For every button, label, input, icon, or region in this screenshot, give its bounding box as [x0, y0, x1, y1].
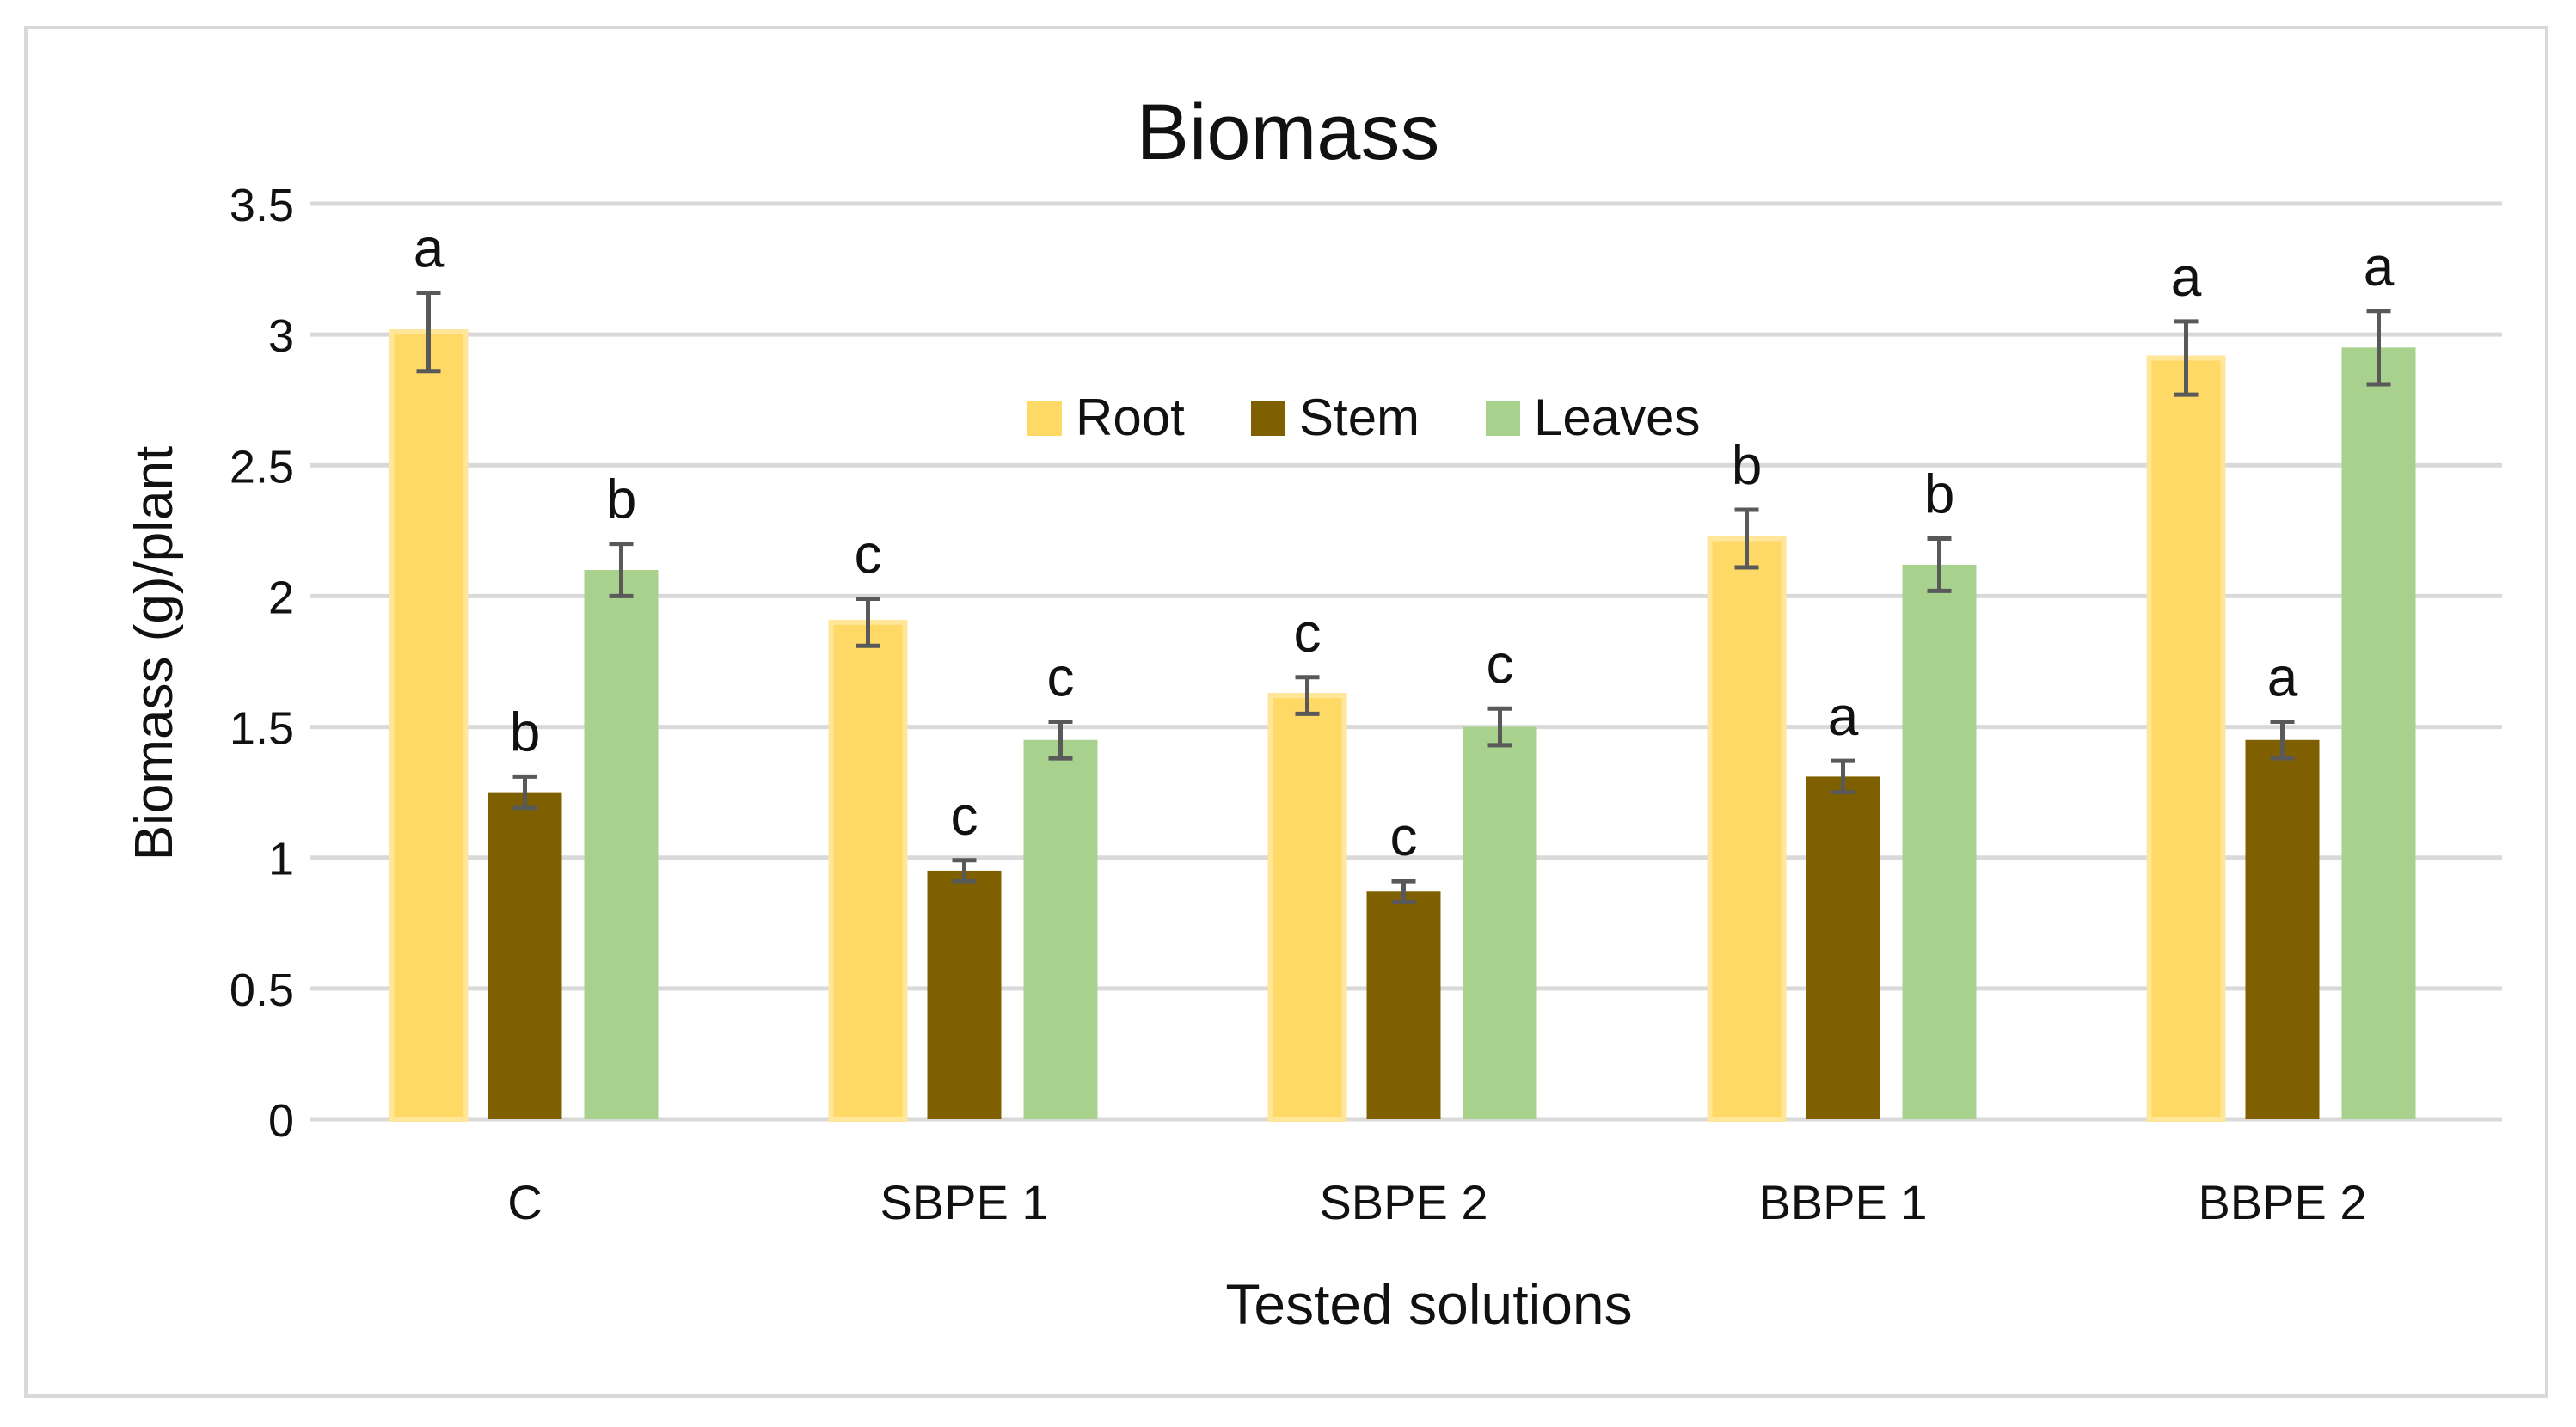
error-bar: [2366, 309, 2391, 387]
significance-letter: a: [1828, 685, 1859, 747]
bar-root: [828, 619, 908, 1122]
bar-leaves: [584, 570, 659, 1119]
significance-letter: c: [1390, 805, 1418, 867]
error-bar: [1734, 507, 1759, 570]
error-bar: [2174, 319, 2199, 397]
significance-letter: a: [414, 217, 445, 279]
y-tick-label: 0.5: [230, 965, 294, 1016]
significance-letter: b: [606, 469, 637, 530]
significance-letter: b: [510, 701, 541, 762]
significance-letter: b: [1732, 434, 1763, 496]
error-bar: [512, 774, 537, 811]
x-axis-tick-labels: C SBPE 1 SBPE 2 BBPE 1 BBPE 2: [507, 1175, 2366, 1229]
legend-swatch: [1486, 401, 1520, 436]
error-bar: [2270, 719, 2295, 761]
y-axis-tick-labels: 0 0.5 1 1.5 2 2.5 3 3.5: [230, 180, 294, 1147]
y-tick-label: 3: [268, 310, 294, 362]
legend-item-leaves: Leaves: [1486, 389, 1700, 446]
significance-letter: c: [1047, 646, 1075, 707]
x-tick-label: SBPE 2: [1319, 1175, 1487, 1229]
x-tick-label: SBPE 1: [880, 1175, 1048, 1229]
y-tick-label: 1: [268, 834, 294, 885]
significance-letters: a b b c c c c c c b a b a a a: [414, 217, 2395, 867]
legend: Root Stem Leaves: [1027, 389, 1700, 446]
bar-stem: [1366, 891, 1441, 1119]
x-axis-label: Tested solutions: [1225, 1272, 1632, 1336]
significance-letter: b: [1924, 462, 1955, 524]
x-tick-label: C: [507, 1175, 542, 1229]
bar-root: [1707, 536, 1787, 1122]
error-bar: [1831, 758, 1855, 795]
bar-stem: [488, 792, 562, 1119]
bar-root: [1267, 693, 1347, 1122]
error-bar: [1391, 879, 1416, 904]
y-tick-label: 0: [268, 1095, 294, 1147]
x-tick-label: BBPE 2: [2198, 1175, 2366, 1229]
y-tick-label: 3.5: [230, 180, 294, 231]
significance-letter: a: [2171, 246, 2202, 308]
bar-leaves: [1463, 726, 1537, 1119]
bar-root: [2146, 355, 2226, 1122]
error-bar: [1927, 536, 1952, 593]
legend-swatch: [1027, 401, 1062, 436]
y-tick-label: 1.5: [230, 703, 294, 755]
y-axis-label: Biomass (g)/plant: [125, 446, 184, 860]
error-bar: [1295, 675, 1320, 716]
gridlines: [310, 201, 2502, 1122]
y-tick-label: 2: [268, 572, 294, 623]
x-tick-label: BBPE 1: [1758, 1175, 1927, 1229]
legend-label: Leaves: [1534, 389, 1700, 446]
error-bar: [609, 542, 634, 598]
error-bar: [1487, 706, 1512, 748]
significance-letter: c: [1487, 633, 1514, 695]
legend-label: Root: [1076, 389, 1185, 446]
bar-stem: [1806, 776, 1880, 1119]
error-bar: [416, 290, 441, 374]
bar-leaves: [1023, 739, 1098, 1119]
significance-letter: a: [2267, 646, 2298, 707]
significance-letter: c: [1294, 602, 1322, 664]
bar-leaves: [1902, 564, 1977, 1119]
legend-label: Stem: [1299, 389, 1420, 446]
bar-stem: [2245, 739, 2320, 1119]
significance-letter: a: [2364, 236, 2395, 297]
error-bars: [416, 290, 2391, 904]
error-bar: [856, 596, 880, 648]
legend-item-root: Root: [1027, 389, 1185, 446]
error-bar: [952, 858, 977, 884]
legend-swatch: [1251, 401, 1285, 436]
bar-leaves: [2341, 347, 2416, 1119]
legend-item-stem: Stem: [1251, 389, 1420, 446]
bar-stem: [927, 870, 1002, 1119]
y-tick-label: 2.5: [230, 441, 294, 493]
bar-root: [389, 329, 469, 1123]
chart-title: Biomass: [1137, 89, 1440, 176]
significance-letter: c: [855, 523, 882, 585]
bars: [389, 329, 2416, 1123]
significance-letter: c: [951, 785, 978, 847]
error-bar: [1048, 719, 1073, 761]
